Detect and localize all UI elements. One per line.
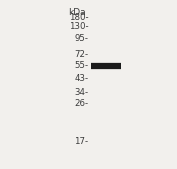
Text: 72-: 72- <box>74 50 88 59</box>
Text: 43-: 43- <box>74 74 88 83</box>
Text: 34-: 34- <box>74 88 88 97</box>
Text: 26-: 26- <box>74 99 88 108</box>
Text: 55-: 55- <box>74 61 88 70</box>
Text: 130-: 130- <box>69 22 88 31</box>
Text: kDa: kDa <box>68 8 86 17</box>
Text: 17-: 17- <box>74 137 88 146</box>
Text: 180-: 180- <box>69 13 88 22</box>
Text: 95-: 95- <box>75 33 88 43</box>
